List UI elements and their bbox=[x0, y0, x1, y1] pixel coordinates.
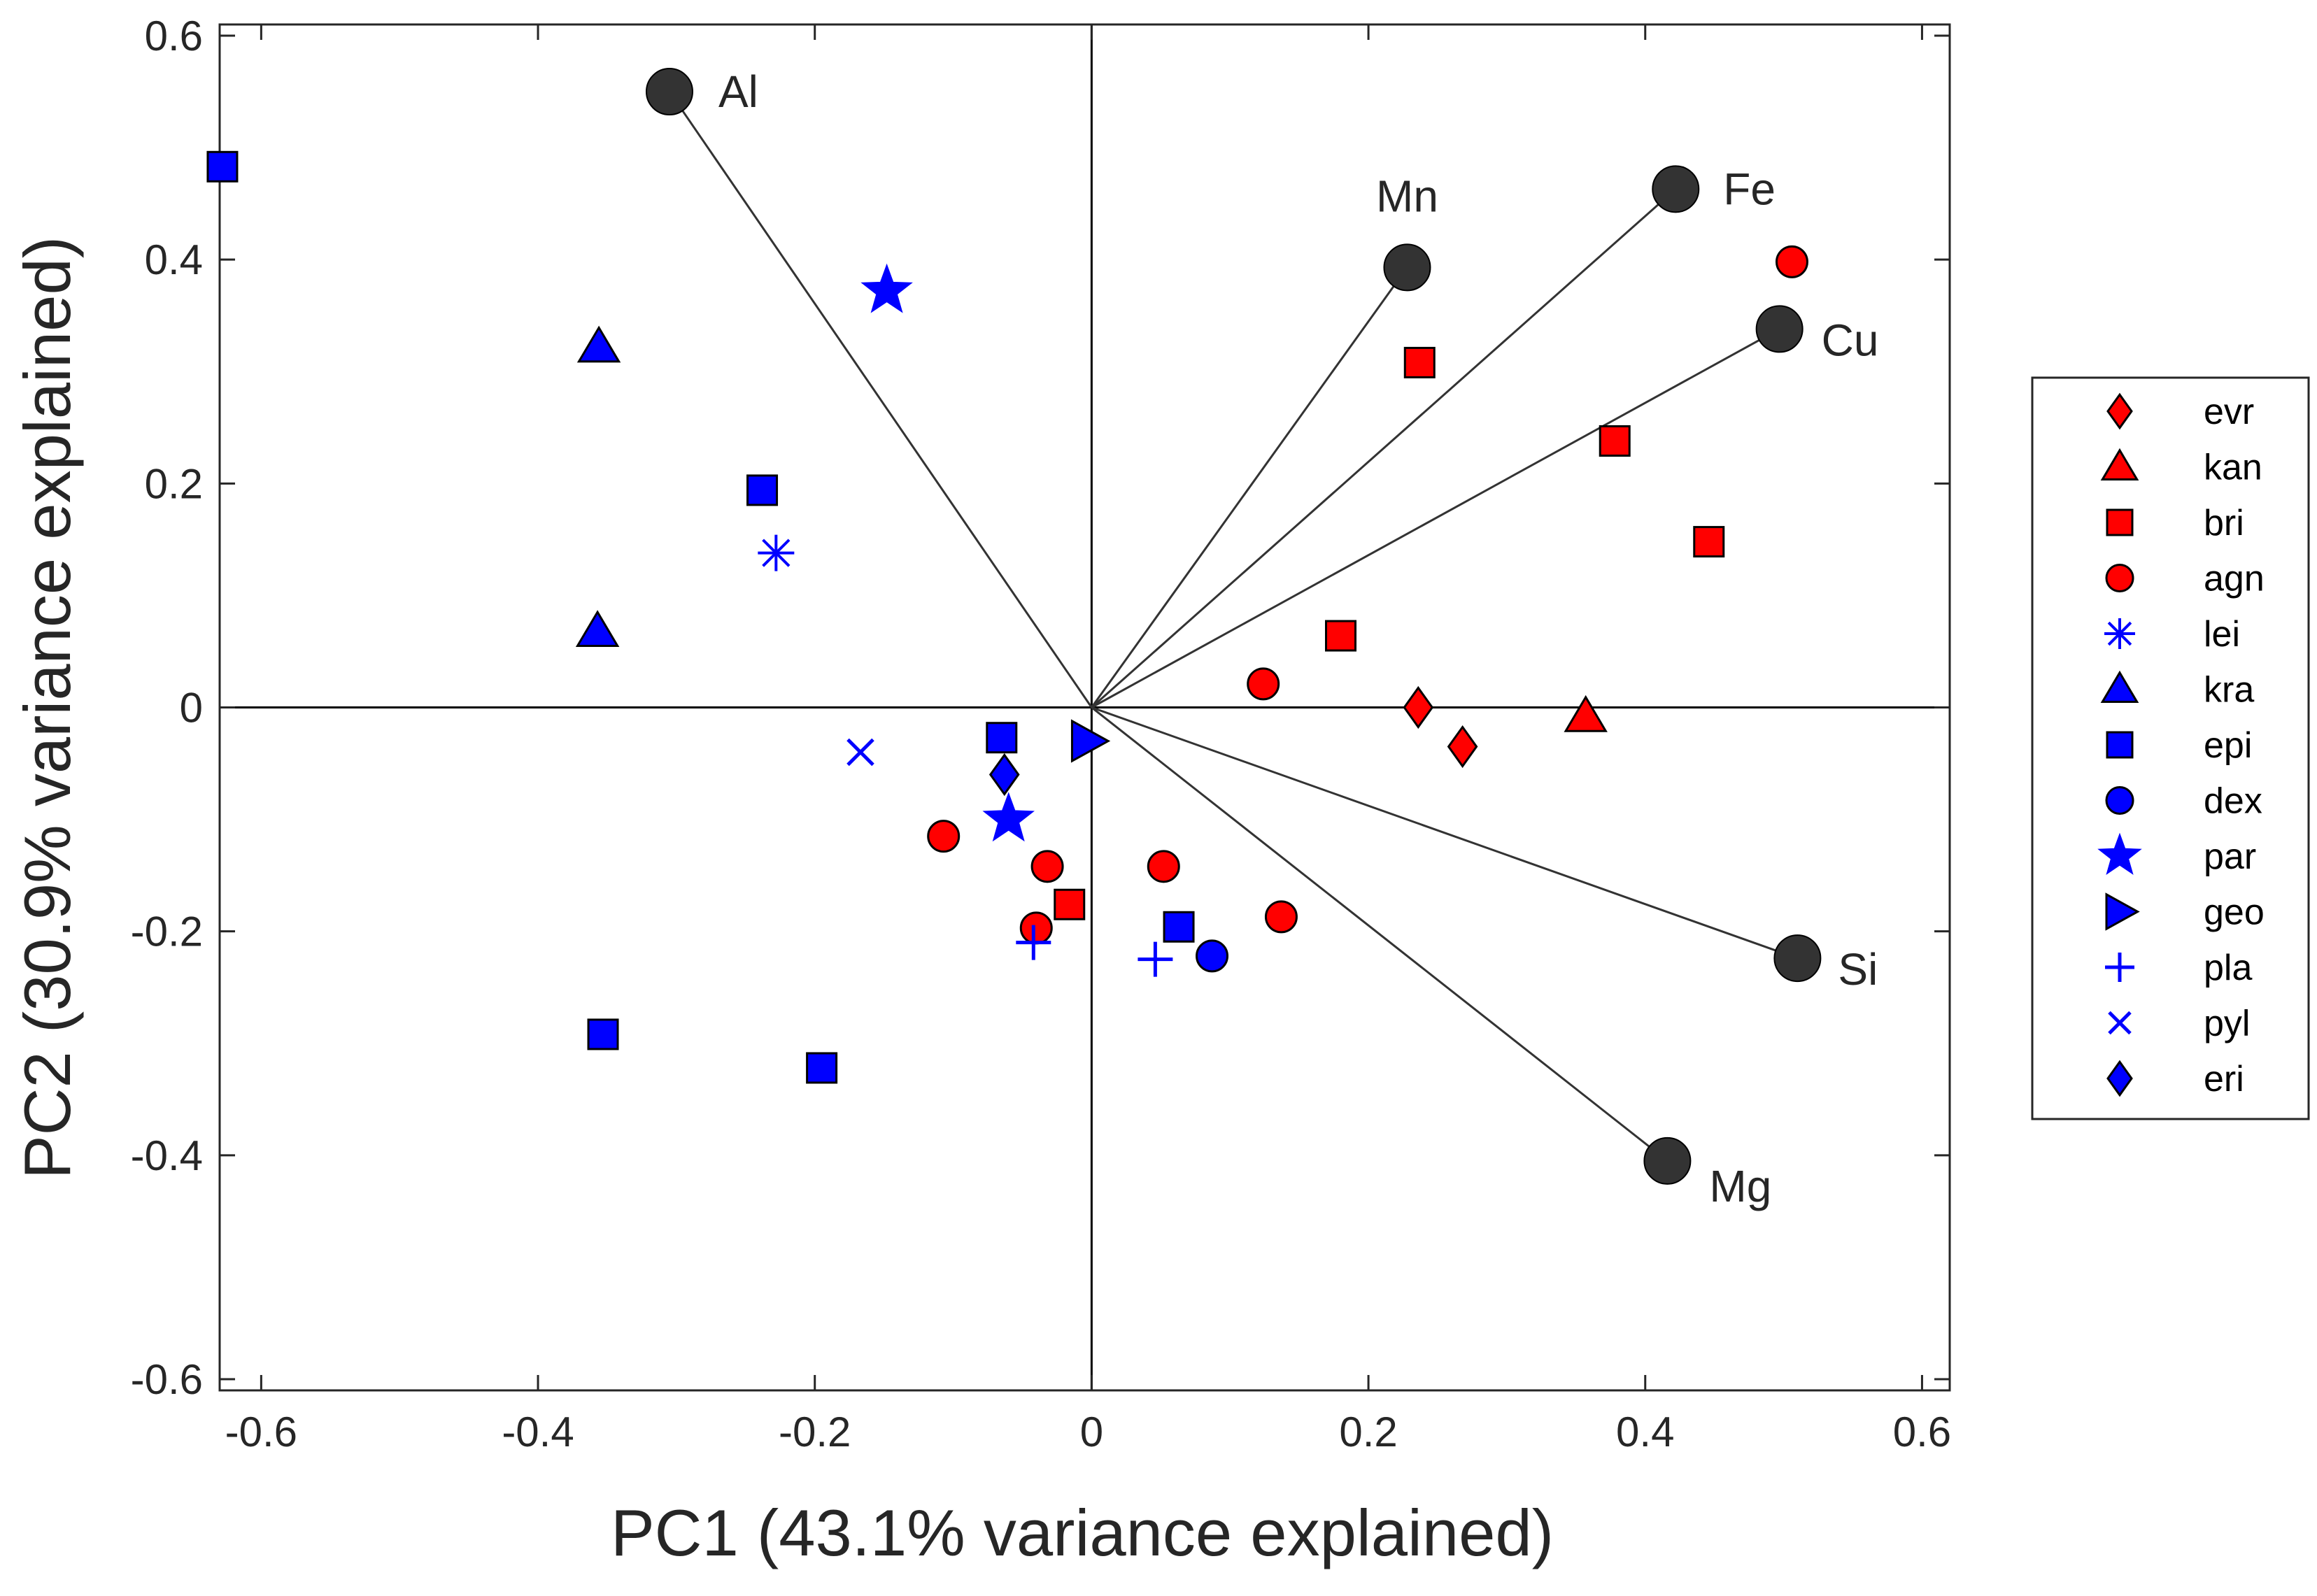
data-point-pla bbox=[1016, 925, 1051, 960]
loading-line bbox=[1091, 328, 1780, 708]
loading-label: Fe bbox=[1723, 164, 1776, 214]
legend-marker-pyl bbox=[2108, 1011, 2132, 1035]
data-point-bri bbox=[1599, 425, 1631, 457]
data-point-bri bbox=[1693, 526, 1725, 558]
data-point-agn bbox=[1030, 850, 1064, 883]
legend-label-pyl: pyl bbox=[2204, 1004, 2250, 1044]
legend-label-eri: eri bbox=[2204, 1059, 2244, 1099]
data-point-kra bbox=[576, 325, 621, 363]
legend-label-bri: bri bbox=[2204, 503, 2244, 543]
legend-label-geo: geo bbox=[2204, 892, 2265, 933]
y-tick-label: 0 bbox=[180, 685, 203, 732]
loading-endpoint bbox=[1643, 1137, 1692, 1185]
legend-label-dex: dex bbox=[2204, 781, 2262, 822]
x-tick-label: -0.4 bbox=[502, 1409, 574, 1455]
x-tick-label: 0 bbox=[1080, 1409, 1103, 1455]
loading-line bbox=[1091, 188, 1677, 708]
data-point-epi bbox=[1163, 911, 1195, 943]
legend-label-kra: kra bbox=[2204, 670, 2254, 711]
y-axis-title: PC2 (30.9% variance explained) bbox=[10, 236, 84, 1179]
zero-lines bbox=[220, 24, 1950, 1390]
data-point-eri bbox=[989, 753, 1020, 797]
data-point-par bbox=[982, 792, 1035, 842]
loading-endpoint bbox=[1652, 165, 1700, 213]
data-point-lei bbox=[758, 534, 795, 571]
data-point-bri bbox=[1403, 346, 1436, 378]
loading-endpoint bbox=[1755, 305, 1804, 353]
y-tick-label: 0.6 bbox=[145, 13, 203, 59]
x-axis-title: PC1 (43.1% variance explained) bbox=[611, 1496, 1554, 1569]
data-point-geo bbox=[1070, 719, 1111, 763]
legend-marker-lei bbox=[2104, 618, 2135, 649]
legend-box bbox=[2031, 376, 2310, 1120]
data-point-dex bbox=[1196, 939, 1229, 973]
legend-marker-kra bbox=[2100, 670, 2139, 704]
legend-marker-geo bbox=[2105, 892, 2140, 931]
loading-line bbox=[1091, 706, 1668, 1162]
legend-marker-agn bbox=[2105, 564, 2134, 592]
data-point-bri bbox=[1325, 620, 1357, 652]
data-point-agn bbox=[927, 820, 961, 853]
loading-vectors: Al Mn Fe Cu Si Mg bbox=[645, 66, 1879, 1211]
legend-marker-bri bbox=[2106, 508, 2134, 536]
data-point-kan bbox=[1564, 694, 1608, 732]
data-point-par bbox=[860, 263, 913, 313]
loading-endpoint bbox=[645, 68, 693, 116]
legend-label-evr: evr bbox=[2204, 392, 2254, 432]
legend-label-lei: lei bbox=[2204, 614, 2240, 655]
legend-label-kan: kan bbox=[2204, 448, 2262, 488]
loading-line bbox=[668, 91, 1093, 708]
data-point-kra bbox=[575, 610, 620, 648]
score-points bbox=[206, 150, 1808, 1084]
loading-label: Mn bbox=[1376, 171, 1438, 221]
x-tick-label: -0.6 bbox=[225, 1409, 297, 1455]
legend-marker-dex bbox=[2105, 786, 2134, 815]
legend-label-agn: agn bbox=[2204, 559, 2265, 599]
data-point-epi bbox=[806, 1052, 838, 1084]
legend-marker-pla bbox=[2105, 953, 2134, 982]
loading-endpoint bbox=[1773, 934, 1822, 983]
y-tick-label: 0.2 bbox=[145, 460, 203, 507]
legend-marker-epi bbox=[2106, 731, 2134, 759]
loading-label: Si bbox=[1838, 944, 1878, 995]
loading-line bbox=[1091, 706, 1798, 960]
y-tick-label: -0.6 bbox=[131, 1356, 203, 1403]
data-point-evr bbox=[1403, 685, 1434, 729]
legend-marker-kan bbox=[2100, 448, 2139, 481]
data-point-bri bbox=[1054, 888, 1086, 920]
x-tick-label: 0.2 bbox=[1339, 1409, 1397, 1455]
legend-marker-eri bbox=[2106, 1060, 2133, 1097]
data-point-epi bbox=[587, 1018, 619, 1050]
data-point-pyl bbox=[846, 738, 874, 767]
data-point-pla bbox=[1138, 941, 1173, 977]
legend-marker-par bbox=[2097, 832, 2142, 875]
x-tick-label: 0.4 bbox=[1616, 1409, 1674, 1455]
legend: evr kan bri agn lei kra epi dex par geo pla pyl eri bbox=[2031, 376, 2310, 1120]
legend-marker-evr bbox=[2106, 392, 2133, 430]
axis-ticks: -0.6 -0.4 -0.2 0 0.2 0.4 0.6 -0.6 -0.4 -0.2 0 0.2 0.… bbox=[131, 13, 1952, 1455]
data-point-agn bbox=[1264, 900, 1298, 934]
loading-endpoint bbox=[1383, 243, 1431, 292]
legend-label-par: par bbox=[2204, 836, 2256, 877]
legend-label-epi: epi bbox=[2204, 725, 2252, 766]
data-point-agn bbox=[1147, 850, 1180, 883]
x-tick-label: -0.2 bbox=[779, 1409, 851, 1455]
loading-label: Al bbox=[718, 66, 758, 117]
y-tick-label: 0.4 bbox=[145, 236, 203, 283]
loading-label: Cu bbox=[1822, 315, 1879, 365]
x-tick-label: 0.6 bbox=[1893, 1409, 1951, 1455]
data-point-epi bbox=[746, 474, 779, 506]
data-point-epi bbox=[986, 722, 1018, 754]
loading-label: Mg bbox=[1709, 1161, 1771, 1211]
data-point-evr bbox=[1447, 725, 1478, 769]
legend-label-pla: pla bbox=[2204, 948, 2252, 988]
data-point-agn bbox=[1019, 911, 1053, 945]
data-point-agn bbox=[1247, 667, 1280, 701]
data-point-epi bbox=[206, 150, 239, 183]
loading-line bbox=[1091, 266, 1408, 708]
data-point-agn bbox=[1775, 245, 1808, 278]
y-tick-label: -0.4 bbox=[131, 1132, 203, 1179]
y-tick-label: -0.2 bbox=[131, 909, 203, 955]
